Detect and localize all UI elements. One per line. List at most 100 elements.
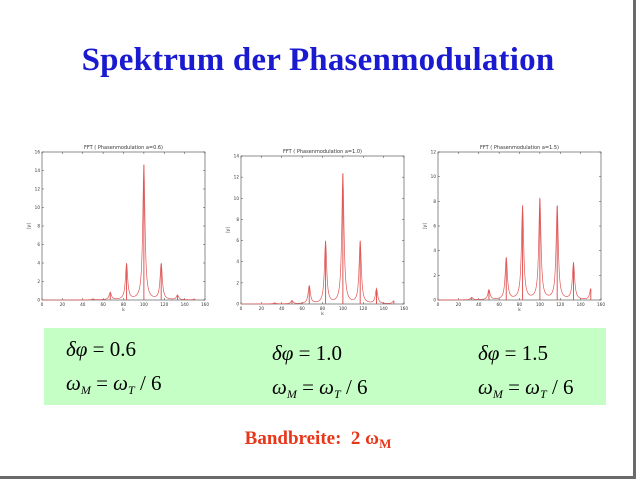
spectrum-plot-3-svg: FFT ( Phasenmodulation a=1.5)0 20 40 60 80 10… [422,145,605,313]
bandwidth-caption: Bandbreite: 2 ωM [0,428,636,452]
delta-phi-symbol: δφ [478,341,500,365]
x-tick-label: 100 [339,306,347,311]
omega-t-subscript: T [128,383,135,397]
y-tick-label: 0 [37,298,40,303]
x-tick-label: 100 [140,302,148,307]
spectrum-series [438,197,592,301]
y-tick-label: 14 [35,168,41,173]
omega-t-symbol: ω [113,371,128,395]
x-tick-label: 160 [597,302,605,307]
y-tick-label: 0 [236,302,239,307]
plot-frame [437,151,602,301]
x-tick-label: 160 [201,302,209,307]
y-tick-label: 12 [234,175,240,180]
chart-title: FFT ( Phasenmodulation a=0.6) [84,145,163,151]
spectrum-plot-1-svg: FFT ( Phasenmodulation a=0.6)0 20 40 60 80 10… [26,145,209,313]
delta-phi-equation-3: δφ = 1.5 [478,341,548,366]
y-axis-label: |y| [422,223,428,229]
y-tick-label: 6 [433,224,436,229]
x-tick-label: 140 [181,302,189,307]
spectrum-plot-1: FFT ( Phasenmodulation a=0.6) 0 20 40 60 80 10… [22,140,212,320]
omega-m-symbol: ω [478,375,493,399]
x-tick-label: 20 [60,302,66,307]
x-tick-label: 100 [536,302,544,307]
y-tick-label: 2 [433,273,436,278]
y-tick-label: 8 [433,199,436,204]
spectrum-plot-2-svg: FFT ( Phasenmodulation a=1.0)0 20 40 60 80 10… [225,149,408,317]
delta-phi-value: 1.0 [315,341,342,365]
omega-t-symbol: ω [319,375,334,399]
equals-sign: = [293,341,316,365]
omega-m-subscript: M [492,387,503,401]
x-tick-label: 40 [279,306,285,311]
x-tick-label: 60 [100,302,106,307]
spectrum-series [42,164,195,301]
x-tick-label: 140 [380,306,388,311]
delta-phi-equation-2: δφ = 1.0 [272,341,342,366]
x-tick-label: 60 [496,302,502,307]
omega-m-subscript: M [80,383,91,397]
omega-equation-3: ωM = ωT / 6 [478,375,574,402]
x-axis-label: k [122,307,125,313]
equals-sign: = [87,337,110,361]
x-tick-label: 120 [556,302,564,307]
plot-frame [240,155,405,305]
slide-title: Spektrum der Phasenmodulation [81,42,555,78]
omega-equation-1: ωM = ωT / 6 [66,371,162,398]
y-tick-label: 10 [234,196,240,201]
y-tick-label: 10 [35,205,41,210]
delta-phi-equation-1: δφ = 0.6 [66,337,136,362]
x-tick-label: 0 [437,302,440,307]
omega-t-subscript: T [334,387,341,401]
equals-sign: = [502,375,526,399]
bandwidth-label: Bandbreite: [244,428,342,449]
delta-phi-value: 0.6 [109,337,136,361]
omega-equation-2: ωM = ωT / 6 [272,375,368,402]
y-tick-label: 14 [234,154,240,159]
y-tick-label: 0 [433,298,436,303]
y-tick-label: 12 [431,150,437,155]
y-tick-label: 2 [236,280,239,285]
y-tick-label: 8 [37,224,40,229]
bandwidth-subscript: M [379,436,392,451]
equals-sign: = [499,341,522,365]
x-tick-label: 40 [80,302,86,307]
plot-frame [41,151,206,301]
omega-t-subscript: T [540,387,547,401]
chart-title: FFT ( Phasenmodulation a=1.0) [283,149,362,155]
delta-phi-value: 1.5 [521,341,548,365]
y-axis-label: |y| [26,223,32,229]
y-tick-label: 4 [236,259,239,264]
x-tick-label: 120 [160,302,168,307]
x-tick-label: 80 [517,302,523,307]
y-tick-label: 4 [433,248,436,253]
bandwidth-value: 2 [350,428,361,449]
x-tick-label: 120 [359,306,367,311]
omega-m-symbol: ω [66,371,81,395]
y-tick-label: 10 [431,174,437,179]
y-tick-label: 2 [37,279,40,284]
y-tick-label: 8 [236,217,239,222]
spectrum-series [241,173,395,305]
divide-six: / 6 [134,371,162,395]
divide-six: / 6 [546,375,574,399]
x-axis-label: k [321,311,324,317]
x-tick-label: 140 [577,302,585,307]
y-tick-label: 6 [37,242,40,247]
delta-phi-symbol: δφ [272,341,294,365]
spectrum-plot-2: FFT ( Phasenmodulation a=1.0) 0 20 40 60 80 10… [221,144,411,324]
x-tick-label: 80 [320,306,326,311]
x-tick-label: 160 [400,306,408,311]
spectrum-plot-3: FFT ( Phasenmodulation a=1.5) 0 20 40 60 80 10… [418,140,608,320]
chart-title: FFT ( Phasenmodulation a=1.5) [480,145,559,151]
omega-m-subscript: M [286,387,297,401]
parameter-panel: δφ = 0.6 ωM = ωT / 6 δφ = 1.0 ωM = ωT / … [44,328,606,405]
y-tick-label: 4 [37,261,40,266]
x-tick-label: 20 [259,306,265,311]
x-axis-label: k [518,307,521,313]
x-tick-label: 40 [476,302,482,307]
y-tick-label: 16 [35,150,41,155]
x-tick-label: 0 [41,302,44,307]
y-tick-label: 6 [236,238,239,243]
bandwidth-omega: ω [365,428,380,449]
